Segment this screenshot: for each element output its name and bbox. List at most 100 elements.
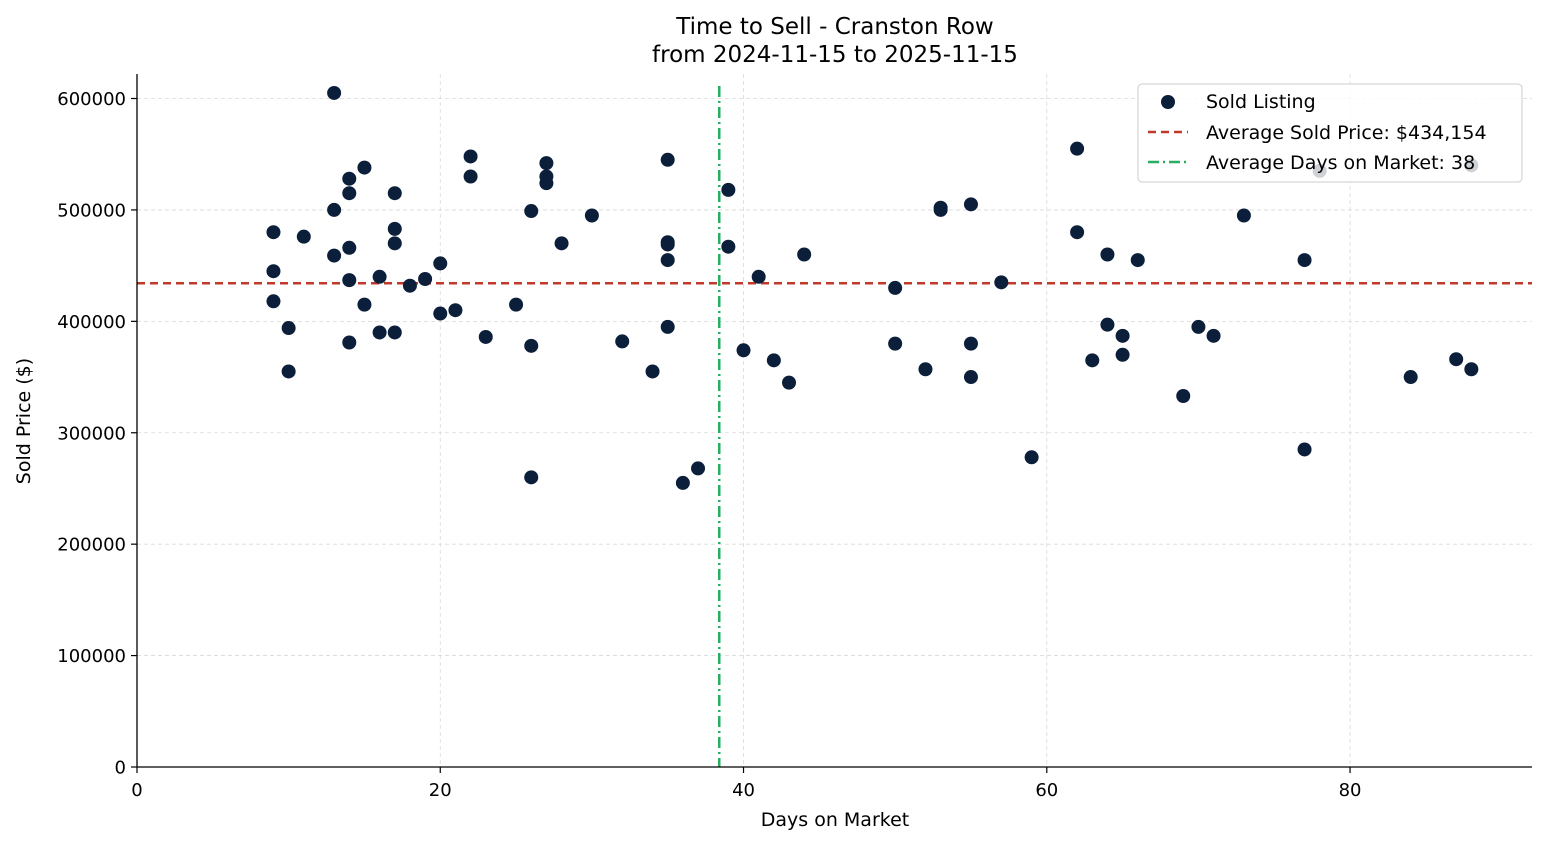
legend-box [1137,83,1523,183]
data-point [963,197,978,212]
data-point [402,278,417,293]
data-point [888,280,903,295]
x-tick-label: 60 [1035,780,1058,801]
data-point [448,303,463,318]
legend-marker-sold-listing [1161,95,1175,109]
data-point [721,182,736,197]
data-point [463,169,478,184]
data-points [266,85,1479,490]
axes [131,74,1532,773]
data-point [1115,347,1130,362]
y-tick-label: 200000 [57,535,126,556]
data-point [539,156,554,171]
data-point [524,338,539,353]
data-point [994,275,1009,290]
data-point [660,253,675,268]
data-point [433,256,448,271]
data-point [1100,317,1115,332]
data-point [660,152,675,167]
data-point [524,470,539,485]
data-point [433,306,448,321]
data-point [1191,319,1206,334]
data-point [296,229,311,244]
x-tick-label: 40 [732,780,755,801]
data-point [963,370,978,385]
data-point [281,321,296,336]
data-point [554,236,569,251]
data-point [342,273,357,288]
data-point [1100,247,1115,262]
data-point [933,202,948,217]
data-point [1085,353,1100,368]
data-point [387,221,402,236]
y-tick-label: 0 [115,758,126,779]
data-point [675,475,690,490]
data-point [797,247,812,262]
data-point [1449,352,1464,367]
legend-label-avg-days: Average Days on Market: 38 [1206,152,1475,174]
data-point [963,336,978,351]
data-point [387,186,402,201]
data-point [1070,141,1085,156]
data-point [372,269,387,284]
data-point [266,225,281,240]
data-point [721,239,736,254]
data-point [478,329,493,344]
data-point [660,319,675,334]
data-point [1176,388,1191,403]
data-point [1464,362,1479,377]
legend-label-sold-listing: Sold Listing [1206,91,1316,113]
data-point [509,297,524,312]
data-point [1297,442,1312,457]
y-tick-label: 100000 [57,646,126,667]
data-point [524,204,539,219]
data-point [357,297,372,312]
data-point [751,269,766,284]
data-point [584,208,599,223]
grid-lines [137,74,1532,767]
data-point [327,85,342,100]
data-point [1024,450,1039,465]
y-tick-label: 400000 [57,312,126,333]
legend: Sold Listing Average Sold Price: $434,15… [1137,83,1523,183]
x-tick-label: 80 [1339,780,1362,801]
data-point [357,160,372,175]
data-point [645,364,660,379]
y-tick-label: 500000 [57,200,126,221]
data-point [387,236,402,251]
data-point [615,334,630,349]
tick-labels: 0 20 40 60 80 0 100000 200000 300000 400000 500000… [57,89,1361,801]
data-point [327,248,342,263]
legend-label-avg-price: Average Sold Price: $434,154 [1206,122,1487,144]
data-point [372,325,387,340]
data-point [281,364,296,379]
y-tick-label: 600000 [57,89,126,110]
data-point [888,336,903,351]
data-point [1206,328,1221,343]
data-point [736,343,751,358]
data-point [342,186,357,201]
data-point [463,149,478,164]
x-tick-label: 20 [429,780,452,801]
chart-title: Time to Sell - Cranston Row [675,14,993,40]
data-point [766,353,781,368]
data-point [387,325,402,340]
data-point [918,362,933,377]
y-axis-title: Sold Price ($) [13,358,35,484]
data-point [1297,253,1312,268]
x-axis-title: Days on Market [761,809,909,831]
data-point [1115,328,1130,343]
data-point [327,202,342,217]
y-tick-label: 300000 [57,423,126,444]
data-point [342,240,357,255]
data-point [266,294,281,309]
data-point [266,264,281,279]
data-point [418,272,433,287]
data-point [660,237,675,252]
data-point [1403,370,1418,385]
data-point [342,171,357,186]
reference-lines [137,86,1532,767]
data-point [1130,253,1145,268]
data-point [1236,208,1251,223]
